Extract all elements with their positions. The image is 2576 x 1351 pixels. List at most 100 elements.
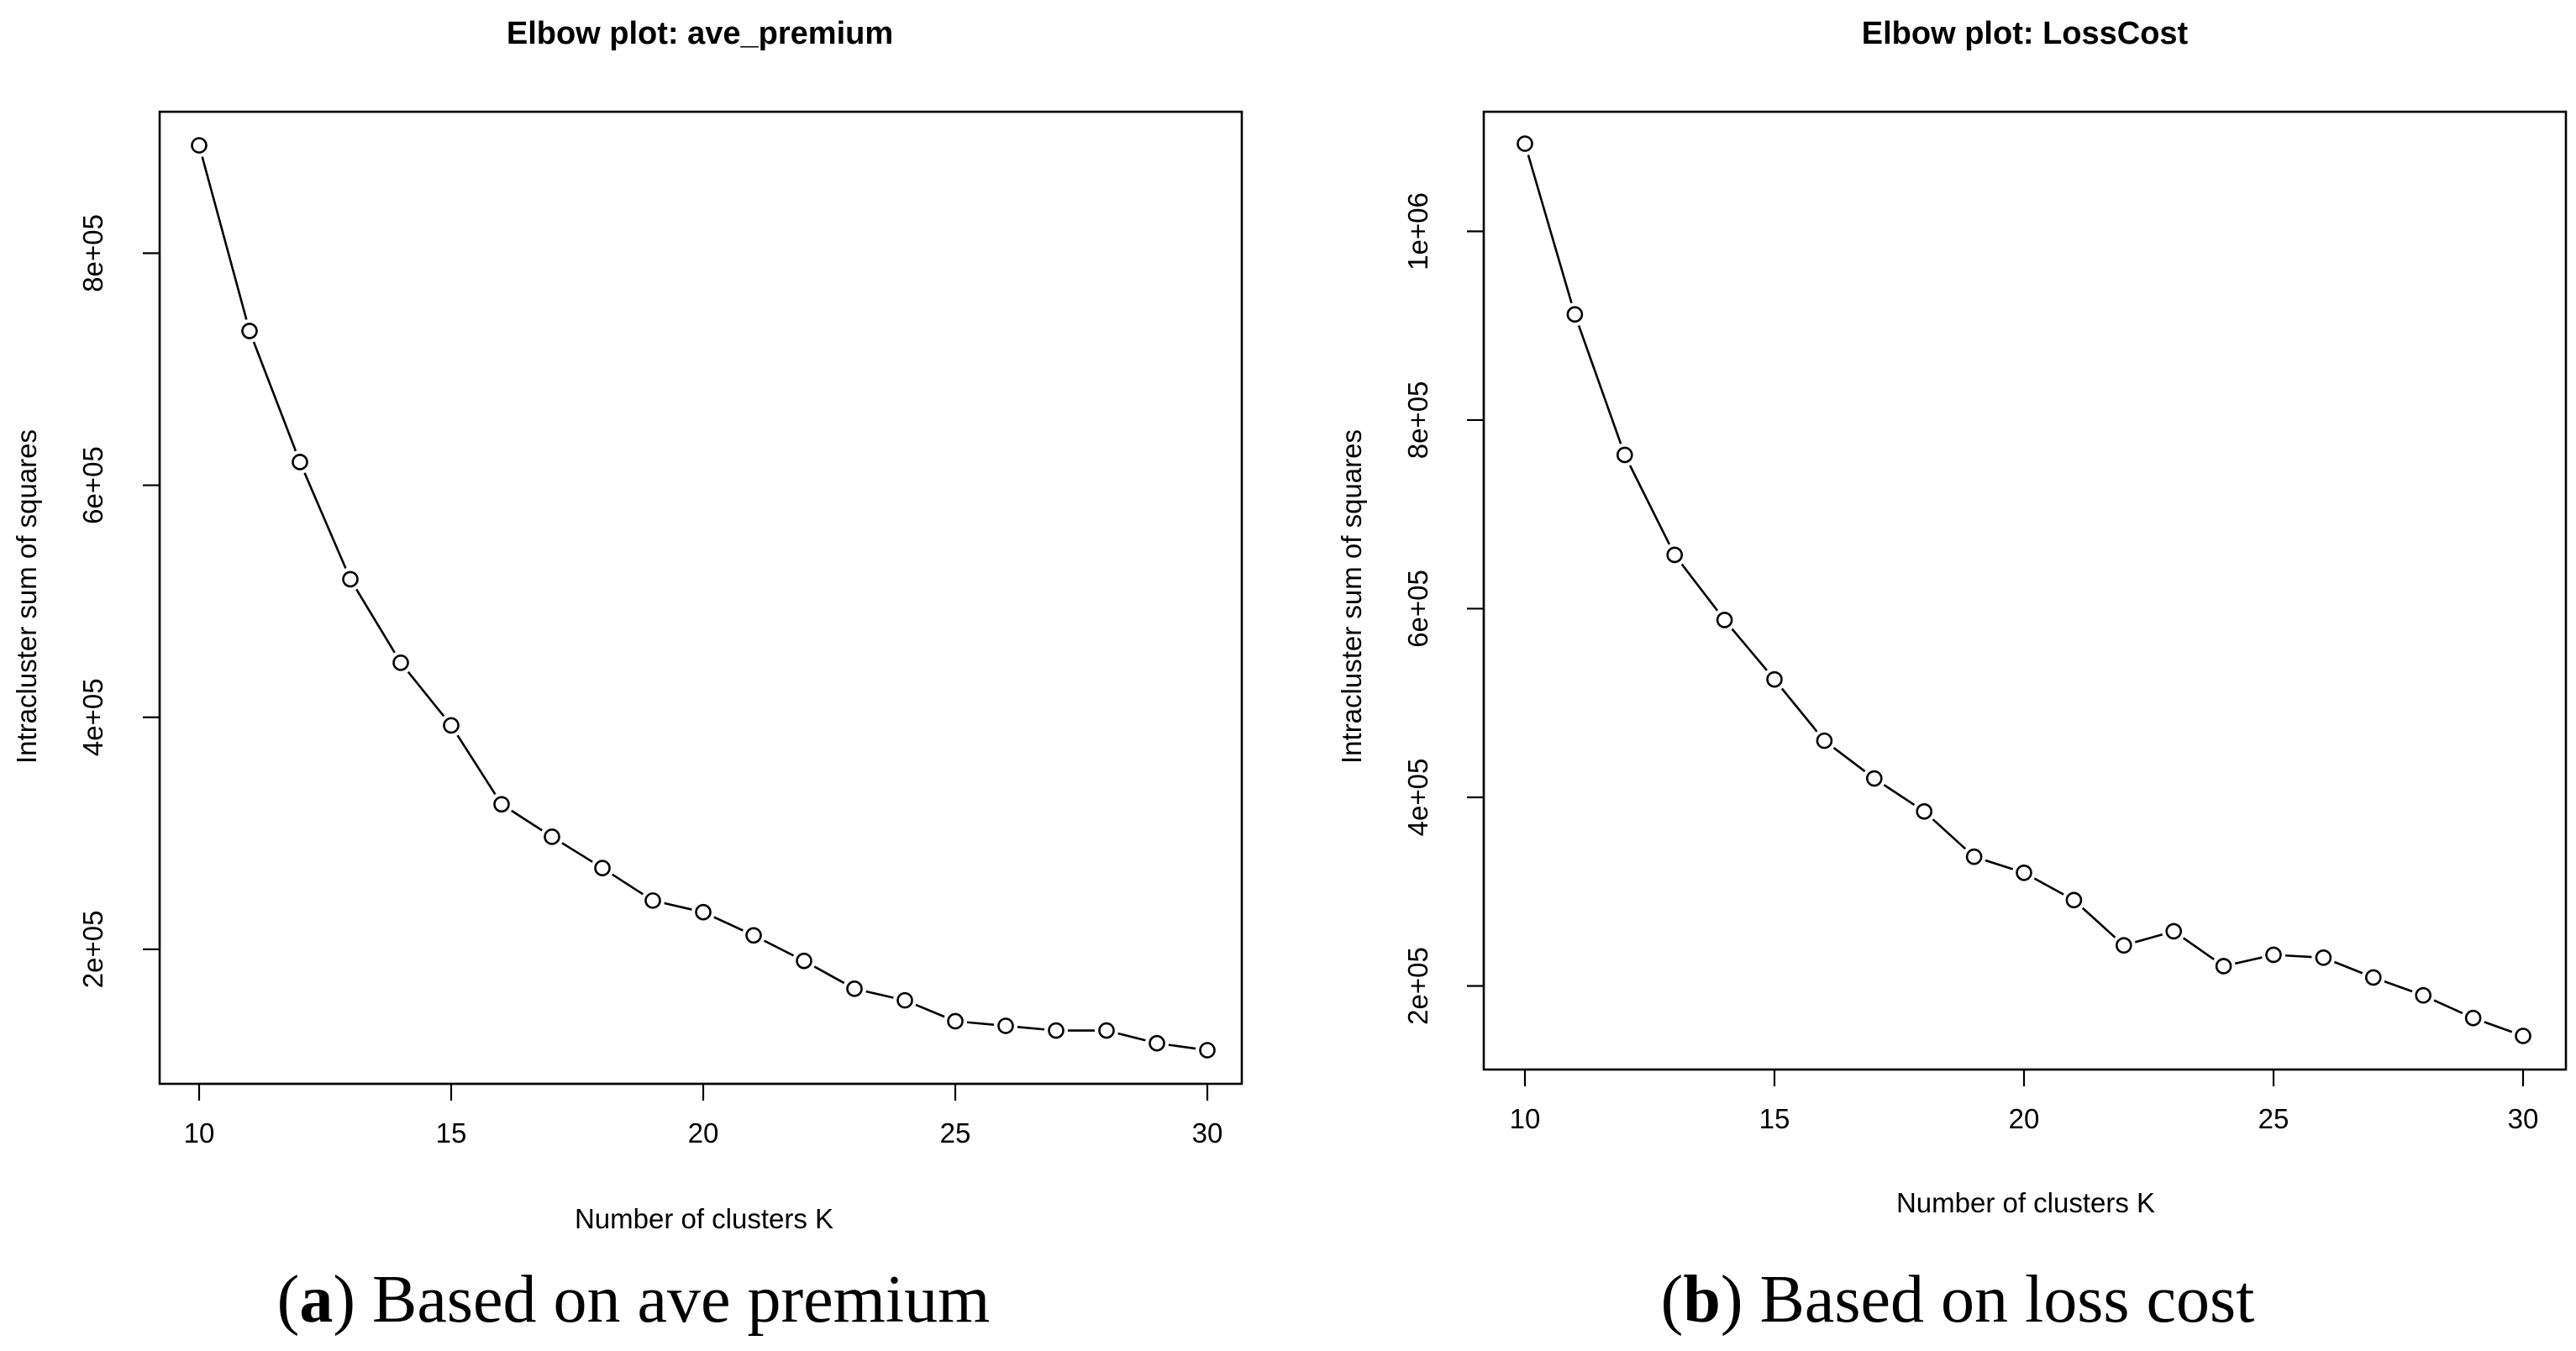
x-tick-label: 15 [1759, 1103, 1790, 1134]
panel-loss-cost: Elbow plot: LossCost 10 15 20 25 30 2e+05 4e+… [1336, 16, 2568, 1337]
y-axis-label-loss-cost: Intracluster sum of squares [1336, 429, 1367, 764]
data-point [392, 654, 409, 671]
plot-frame-loss-cost [1482, 110, 2568, 1071]
y-tick-label: 4e+05 [77, 678, 108, 756]
y-tick-label: 2e+05 [77, 911, 108, 989]
series-segment [2182, 937, 2215, 960]
series-segment [1017, 1025, 1045, 1031]
caption-text-b: Based on loss cost [1759, 1263, 2254, 1337]
x-tick-label: 10 [184, 1117, 215, 1149]
series-segment [612, 873, 644, 896]
data-point [2165, 923, 2182, 940]
data-point [544, 828, 560, 845]
data-point [2515, 1028, 2531, 1044]
series-segment [2433, 999, 2463, 1015]
data-point [1716, 612, 1733, 628]
series-segment [813, 965, 845, 985]
data-point [1816, 732, 1833, 749]
data-point [493, 796, 510, 813]
x-axis-label-loss-cost: Number of clusters K [1896, 1187, 2155, 1218]
data-point [2315, 949, 2332, 966]
series-segment [2081, 907, 2116, 938]
y-tick-label: 8e+05 [77, 214, 108, 292]
y-tick-label: 2e+05 [1402, 947, 1433, 1025]
series-loss-cost [1517, 135, 2531, 1044]
data-point [1666, 546, 1683, 564]
series-segment [1527, 155, 1573, 304]
series-segment [252, 341, 297, 452]
series-segment [1680, 563, 1719, 612]
caption-text-a: Based on ave premium [372, 1263, 990, 1337]
series-segment [201, 156, 248, 320]
data-point [594, 859, 611, 877]
series-segment [511, 809, 543, 832]
data-point [1149, 1034, 1165, 1052]
series-segment [2384, 980, 2413, 993]
data-point [1866, 770, 1883, 787]
series-segment [456, 734, 497, 796]
y-tick-label: 8e+05 [1402, 381, 1433, 460]
series-segment [303, 472, 347, 570]
series-segment [2284, 954, 2312, 959]
series-segment [2333, 960, 2363, 975]
series-segment [915, 1003, 945, 1018]
data-point [241, 323, 258, 339]
data-point [896, 991, 913, 1009]
series-segment [2033, 877, 2064, 896]
series-segment [1832, 747, 1866, 773]
y-tick-label: 1e+06 [1402, 192, 1433, 271]
data-point [745, 927, 762, 944]
data-point [2265, 946, 2282, 964]
data-point [1566, 306, 1584, 323]
data-point [1617, 446, 1633, 464]
series-segment [1168, 1043, 1196, 1050]
x-axis-loss-cost: 10 15 20 25 30 [1510, 1068, 2538, 1134]
data-point [947, 1012, 964, 1030]
y-tick-label: 4e+05 [1402, 759, 1433, 837]
series-segment [1780, 687, 1818, 733]
x-tick-label: 20 [688, 1117, 719, 1149]
data-point [695, 903, 712, 921]
data-point [443, 717, 460, 734]
x-tick-label: 25 [940, 1117, 971, 1149]
series-segment [1985, 859, 2014, 870]
y-tick-label: 6e+05 [1402, 570, 1433, 648]
x-tick-label: 25 [2258, 1103, 2289, 1134]
data-point [997, 1017, 1014, 1034]
y-axis-ave-premium: 2e+05 4e+05 6e+05 8e+05 [77, 214, 161, 989]
series-segment [2234, 956, 2263, 965]
caption-a: (a) Based on ave premium [277, 1263, 991, 1337]
data-point [1766, 670, 1783, 688]
data-point [644, 892, 661, 909]
series-segment [713, 916, 744, 932]
plot-frame-ave-premium [158, 110, 1243, 1086]
data-point [2065, 891, 2083, 909]
series-segment [966, 1021, 995, 1027]
data-point [2215, 958, 2232, 975]
series-segment [664, 902, 692, 911]
data-point [191, 137, 208, 154]
data-point [2365, 969, 2382, 986]
x-tick-label: 15 [436, 1117, 467, 1149]
x-axis-label-ave-premium: Number of clusters K [575, 1203, 833, 1234]
series-segment [1932, 818, 1967, 850]
data-point [342, 570, 359, 588]
data-point [1965, 848, 1983, 865]
series-segment [763, 939, 795, 957]
series-segment [2134, 933, 2163, 944]
caption-letter-b: b [1683, 1263, 1721, 1337]
data-point [2016, 864, 2032, 881]
x-axis-ave-premium: 10 15 20 25 30 [184, 1082, 1223, 1149]
series-segment [1883, 784, 1916, 807]
series-segment [407, 670, 445, 718]
x-tick-label: 10 [1510, 1103, 1541, 1134]
data-point [1916, 803, 1932, 820]
series-segment [865, 990, 894, 999]
x-tick-label: 30 [1192, 1117, 1223, 1149]
y-tick-label: 6e+05 [77, 446, 108, 524]
y-axis-label-ave-premium: Intracluster sum of squares [11, 429, 42, 764]
series-segment [1628, 465, 1671, 545]
series-segment [561, 842, 593, 863]
data-point [846, 980, 863, 997]
